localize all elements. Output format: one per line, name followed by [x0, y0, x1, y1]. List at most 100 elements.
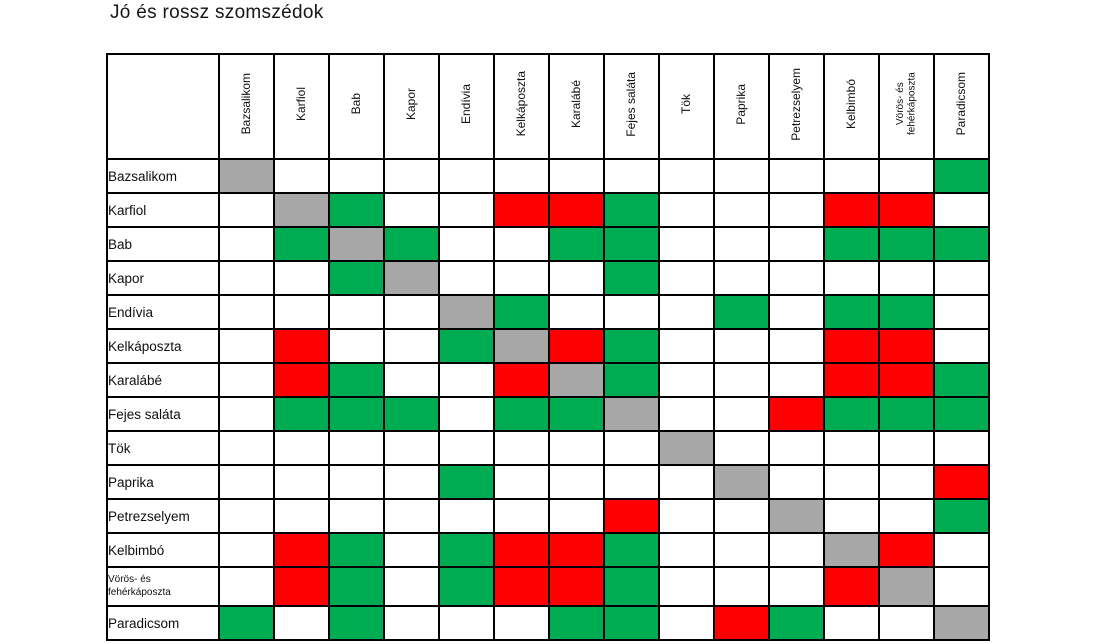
matrix-cell	[273, 464, 330, 500]
column-header-cell: Vörös- és fehérkáposzta	[878, 53, 935, 160]
row-header-label: Tök	[106, 430, 220, 466]
matrix-cell	[218, 532, 275, 568]
row-header-label: Kapor	[106, 260, 220, 296]
column-header-label: Paradicsom	[953, 72, 968, 136]
matrix-cell	[603, 192, 660, 228]
column-header-label: Fejes saláta	[623, 71, 638, 137]
row-header-label: Bab	[106, 226, 220, 262]
matrix-cell	[438, 226, 495, 262]
matrix-cell	[768, 498, 825, 534]
matrix-cell	[658, 294, 715, 330]
column-header-label: Bazsalikom	[238, 73, 253, 135]
matrix-cell	[548, 566, 605, 607]
matrix-cell	[823, 396, 880, 432]
matrix-row: Bab	[106, 226, 990, 262]
matrix-cell	[493, 260, 550, 296]
matrix-cell	[823, 260, 880, 296]
matrix-cell	[658, 605, 715, 641]
matrix-cell	[438, 328, 495, 364]
matrix-cell	[878, 294, 935, 330]
matrix-cell	[878, 605, 935, 641]
matrix-cell	[218, 430, 275, 466]
matrix-cell	[933, 328, 990, 364]
matrix-cell	[273, 396, 330, 432]
matrix-cell	[878, 192, 935, 228]
column-header-cell: Petrezselyem	[768, 53, 825, 160]
matrix-cell	[878, 566, 935, 607]
matrix-cell	[878, 430, 935, 466]
matrix-cell	[768, 226, 825, 262]
matrix-cell	[823, 294, 880, 330]
column-header-label: Petrezselyem	[788, 67, 803, 141]
matrix-cell	[548, 328, 605, 364]
matrix-cell	[548, 605, 605, 641]
matrix-cell	[713, 498, 770, 534]
matrix-cell	[658, 260, 715, 296]
column-header-label: Kapor	[403, 87, 418, 121]
row-header-label: Karfiol	[106, 192, 220, 228]
matrix-cell	[273, 532, 330, 568]
matrix-cell	[493, 498, 550, 534]
column-header-cell: Bab	[328, 53, 385, 160]
matrix-cell	[933, 396, 990, 432]
matrix-cell	[383, 430, 440, 466]
matrix-cell	[713, 158, 770, 194]
matrix-row: Tök	[106, 430, 990, 466]
matrix-cell	[933, 430, 990, 466]
column-header-cell: Kapor	[383, 53, 440, 160]
matrix-cell	[328, 158, 385, 194]
matrix-cell	[658, 566, 715, 607]
matrix-cell	[438, 158, 495, 194]
matrix-cell	[878, 362, 935, 398]
matrix-cell	[823, 566, 880, 607]
matrix-cell	[548, 498, 605, 534]
matrix-cell	[713, 362, 770, 398]
matrix-cell	[878, 498, 935, 534]
matrix-cell	[218, 158, 275, 194]
matrix-cell	[328, 566, 385, 607]
matrix-cell	[933, 566, 990, 607]
matrix-cell	[878, 158, 935, 194]
matrix-cell	[713, 430, 770, 466]
matrix-row: Paradicsom	[106, 605, 990, 641]
matrix-cell	[658, 464, 715, 500]
matrix-cell	[548, 396, 605, 432]
matrix-cell	[878, 464, 935, 500]
matrix-cell	[493, 605, 550, 641]
matrix-row: Karfiol	[106, 192, 990, 228]
row-header-label: Kelbimbó	[106, 532, 220, 568]
column-header-label: Kelkáposzta	[513, 71, 528, 137]
row-header-label: Kelkáposzta	[106, 328, 220, 364]
matrix-cell	[218, 328, 275, 364]
matrix-cell	[768, 396, 825, 432]
matrix-cell	[603, 605, 660, 641]
matrix-cell	[493, 294, 550, 330]
matrix-cell	[878, 260, 935, 296]
matrix-cell	[603, 566, 660, 607]
matrix-cell	[768, 464, 825, 500]
matrix-cell	[273, 362, 330, 398]
row-header-label: Petrezselyem	[106, 498, 220, 534]
matrix-cell	[768, 158, 825, 194]
matrix-cell	[823, 192, 880, 228]
column-header-label: Karalábé	[568, 79, 583, 129]
matrix-cell	[823, 605, 880, 641]
matrix-cell	[548, 294, 605, 330]
matrix-cell	[658, 328, 715, 364]
matrix-cell	[383, 328, 440, 364]
matrix-cell	[548, 430, 605, 466]
column-header-cell: Karalábé	[548, 53, 605, 160]
matrix-cell	[383, 605, 440, 641]
matrix-row: Kapor	[106, 260, 990, 296]
matrix-cell	[273, 226, 330, 262]
matrix-cell	[823, 464, 880, 500]
matrix-cell	[383, 464, 440, 500]
matrix-row: Kelkáposzta	[106, 328, 990, 364]
matrix-cell	[768, 430, 825, 466]
matrix-cell	[328, 498, 385, 534]
matrix-row: Bazsalikom	[106, 158, 990, 194]
matrix-cell	[603, 226, 660, 262]
matrix-cell	[328, 328, 385, 364]
matrix-cell	[933, 260, 990, 296]
matrix-cell	[328, 605, 385, 641]
